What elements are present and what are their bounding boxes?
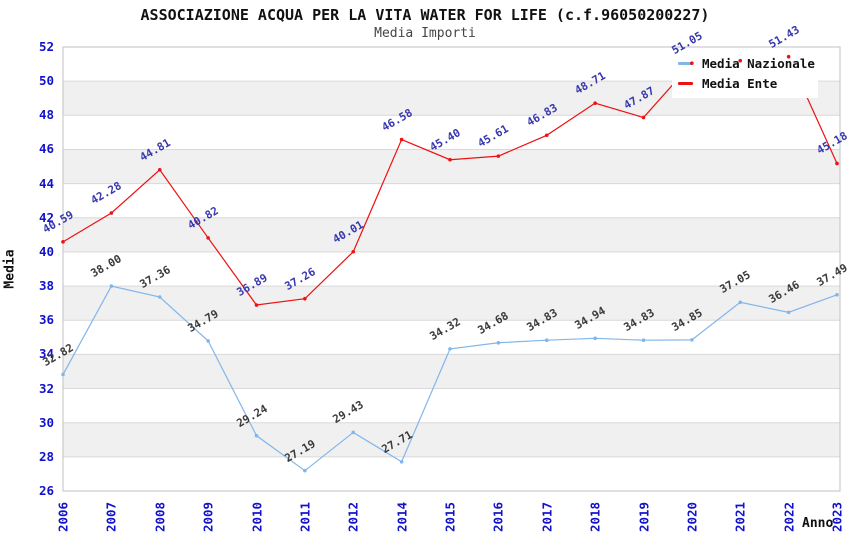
background-band: [63, 422, 840, 457]
y-tick-label: 42: [38, 209, 54, 225]
x-tick-label: 2019: [636, 501, 651, 533]
legend-label: Media Nazionale: [702, 55, 815, 71]
legend: Media Nazionale Media Ente: [672, 50, 818, 98]
x-tick-label: 2012: [345, 501, 361, 533]
y-tick-label: 30: [38, 414, 54, 430]
background-band: [63, 354, 840, 389]
y-tick-label: 26: [38, 483, 54, 498]
x-tick-label: 2008: [152, 501, 168, 533]
x-axis-title: Anno: [802, 516, 834, 531]
media-ente-line-swatch: [678, 81, 693, 85]
y-tick-label: 34: [38, 346, 54, 362]
legend-item-media-ente[interactable]: Media Ente: [678, 73, 818, 93]
chart-subtitle: Media Importi: [374, 26, 476, 41]
y-tick-label: 36: [38, 312, 54, 328]
x-tick-label: 2023: [829, 501, 845, 533]
y-tick-label: 28: [38, 448, 54, 464]
x-tick-label: 2021: [732, 501, 748, 533]
y-tick-label: 50: [38, 73, 54, 89]
x-tick-label: 2018: [587, 501, 603, 533]
x-tick-label: 2015: [442, 501, 458, 533]
background-band: [63, 217, 840, 252]
legend-label: Media Ente: [702, 75, 778, 91]
x-tick-label: 2014: [394, 501, 410, 533]
y-tick-label: 52: [38, 39, 54, 54]
background-band: [63, 286, 840, 321]
y-tick-label: 32: [38, 380, 54, 396]
x-tick-label: 2010: [249, 501, 264, 533]
x-tick-label: 2016: [490, 501, 506, 533]
plot-border: [62, 46, 841, 492]
media-nazionale-line-swatch: [678, 61, 693, 65]
y-tick-label: 38: [38, 278, 54, 294]
x-tick-label: 2007: [103, 501, 119, 533]
legend-item-media-nazionale[interactable]: Media Nazionale: [678, 53, 818, 73]
background-band: [63, 149, 840, 184]
x-tick-label: 2022: [781, 501, 797, 533]
x-tick-label: 2009: [200, 501, 216, 533]
x-tick-label: 2006: [55, 501, 71, 533]
x-tick-label: 2011: [297, 501, 313, 533]
y-tick-label: 46: [38, 141, 54, 157]
y-tick-label: 44: [38, 175, 54, 191]
x-tick-label: 2017: [539, 501, 555, 533]
y-tick-label: 48: [38, 107, 54, 123]
x-tick-label: 2020: [684, 501, 700, 533]
y-tick-label: 40: [38, 243, 54, 259]
chart-title: ASSOCIAZIONE ACQUA PER LA VITA WATER FOR…: [140, 6, 710, 24]
